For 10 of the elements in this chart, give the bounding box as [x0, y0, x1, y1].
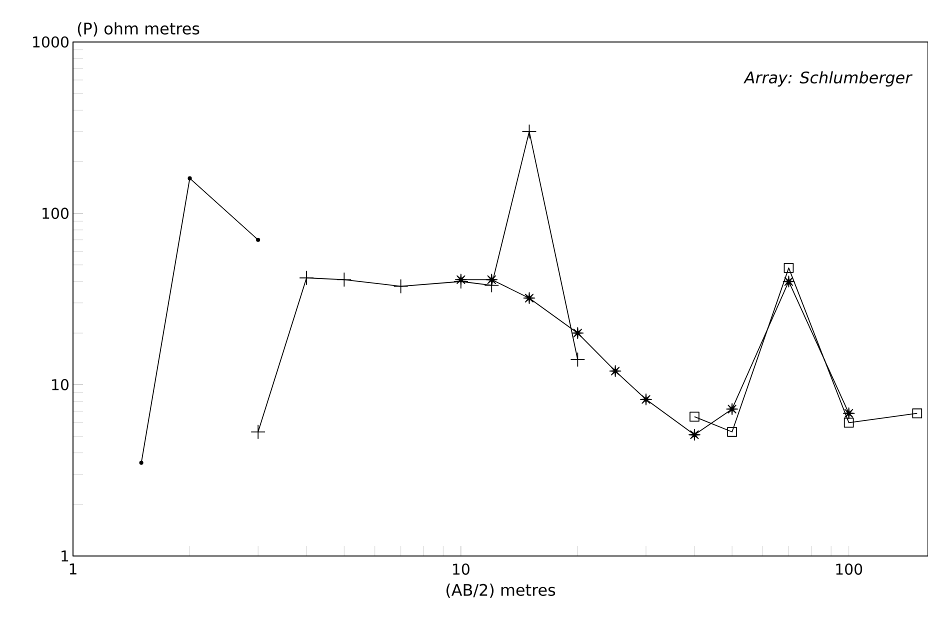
x-tick-label: 10: [453, 564, 470, 575]
y-tick-label: 100: [42, 208, 68, 219]
y-tick-label: 10: [52, 378, 68, 390]
y-tick-label: 1: [62, 550, 68, 562]
x-tick-label: 1: [70, 564, 76, 574]
x-tick-label: 100: [836, 564, 862, 575]
annotation: Array: Schlumberger: [743, 71, 912, 87]
x-axis-title: (AB/2) metres: [446, 584, 556, 598]
y-tick-label: 1000: [33, 36, 68, 48]
y-axis-title: (P) ohm metres: [78, 22, 200, 36]
